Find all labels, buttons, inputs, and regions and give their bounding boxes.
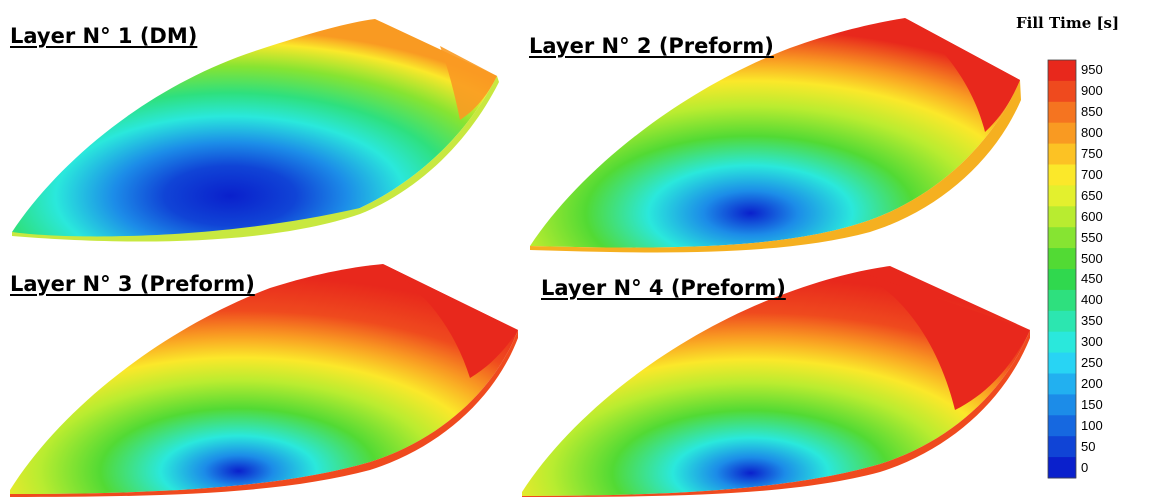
panel-layer-3 [10, 264, 518, 497]
legend-tick-label: 350 [1081, 313, 1103, 329]
legend-tick-label: 150 [1081, 396, 1103, 412]
legend-swatch [1048, 436, 1076, 458]
legend-tick-label: 50 [1081, 438, 1096, 454]
legend-swatch [1048, 164, 1076, 186]
legend-swatch [1048, 80, 1076, 103]
layer-4-title: Layer N° 4 (Preform) [541, 276, 786, 300]
layer-2-title: Layer N° 2 (Preform) [529, 34, 774, 58]
layer-3-title: Layer N° 3 (Preform) [10, 272, 255, 296]
legend-tick-label: 450 [1081, 271, 1103, 287]
legend-swatch [1048, 373, 1076, 395]
legend-tick-label: 750 [1081, 146, 1103, 162]
legend-swatch [1048, 331, 1076, 354]
layer-1-title: Layer N° 1 (DM) [10, 24, 198, 48]
legend-swatch [1048, 352, 1076, 374]
legend-tick-label: 550 [1081, 229, 1103, 245]
panel-layer-2 [530, 18, 1021, 253]
legend-swatch [1048, 60, 1076, 82]
panel-layer-4 [522, 266, 1030, 497]
legend-tick-label: 300 [1081, 334, 1103, 350]
legend-tick-label: 0 [1081, 459, 1089, 475]
legend-tick-label: 600 [1081, 208, 1103, 224]
legend-swatch [1048, 310, 1076, 333]
legend-tick-label: 700 [1081, 166, 1103, 182]
legend-tick-label: 900 [1081, 83, 1103, 99]
legend-swatch [1048, 248, 1076, 270]
legend-swatch [1048, 415, 1076, 437]
legend-tick-label: 100 [1081, 417, 1103, 433]
legend-swatch [1048, 143, 1076, 165]
legend-swatch [1048, 101, 1076, 124]
legend-swatch [1048, 185, 1076, 207]
legend-tick-label: 200 [1081, 375, 1103, 391]
legend-tick-label: 800 [1081, 125, 1103, 141]
panel-layer-1 [12, 19, 499, 242]
legend-frame [1047, 59, 1077, 479]
legend-title: Fill Time [s] [1016, 14, 1120, 32]
legend-tick-label: 500 [1081, 250, 1103, 266]
legend-color-bar [1047, 59, 1077, 479]
legend-tick-label: 950 [1081, 62, 1103, 78]
legend-swatch [1048, 206, 1076, 228]
legend-swatch [1048, 457, 1076, 479]
legend-tick-label: 850 [1081, 104, 1103, 120]
legend-swatch [1048, 227, 1076, 249]
legend-swatch [1048, 289, 1076, 312]
legend-swatch [1048, 122, 1076, 145]
legend-swatch [1048, 394, 1076, 416]
legend-tick-label: 250 [1081, 355, 1103, 371]
legend-swatch [1048, 269, 1076, 291]
legend-tick-label: 650 [1081, 187, 1103, 203]
legend-tick-label: 400 [1081, 292, 1103, 308]
